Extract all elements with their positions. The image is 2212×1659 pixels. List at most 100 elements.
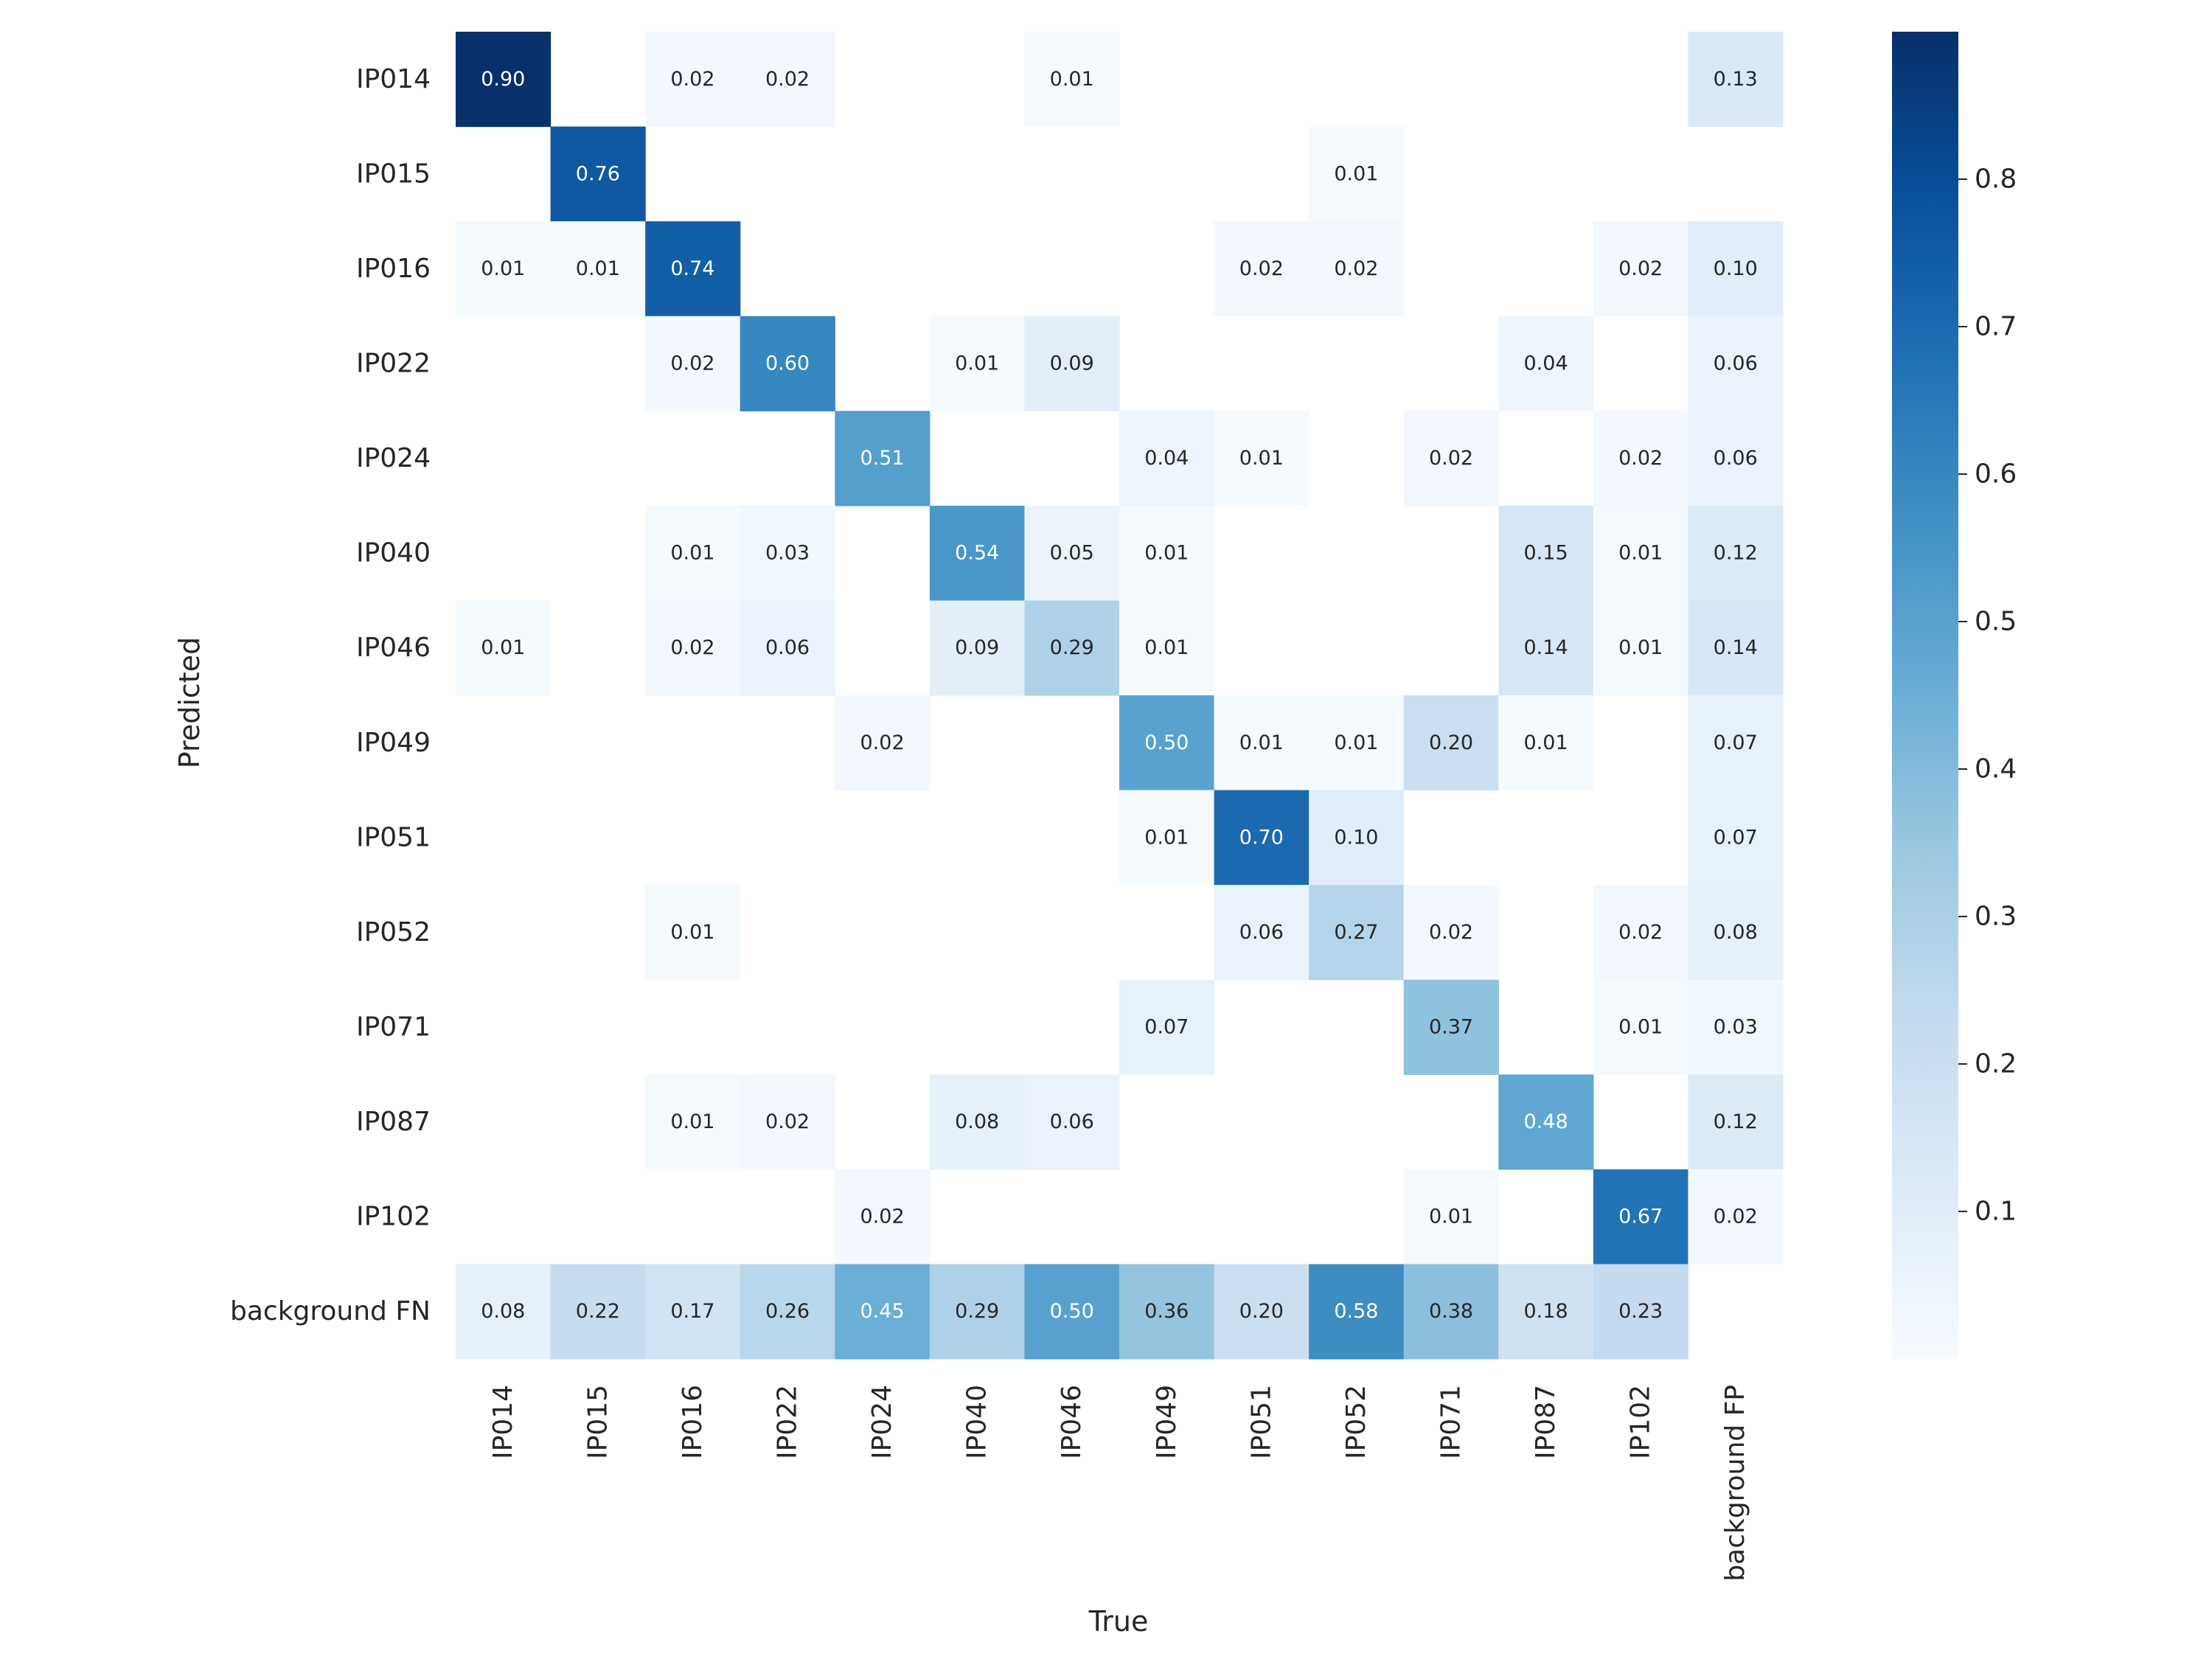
heatmap-cell: [1403, 1264, 1499, 1360]
heatmap-cell-value: 0.01: [1239, 731, 1284, 754]
heatmap-cell-value: 0.26: [765, 1300, 810, 1323]
heatmap-cell: [1119, 505, 1215, 602]
heatmap-cell: [1309, 1264, 1405, 1360]
heatmap-cell-value: 0.01: [1618, 636, 1663, 659]
heatmap-cell: [645, 1264, 741, 1360]
heatmap-cell: [1214, 1264, 1310, 1360]
heatmap-cell: [550, 1264, 646, 1360]
heatmap-cell: [929, 1264, 1026, 1360]
heatmap-cell-value: 0.04: [1524, 352, 1568, 375]
x-tick-label: IP052: [1341, 1385, 1371, 1459]
heatmap-cell: [1593, 1169, 1689, 1265]
heatmap-cell-value: 0.02: [1239, 257, 1284, 280]
heatmap-cell-value: 0.45: [860, 1300, 905, 1323]
heatmap-cell-value: 0.01: [1618, 1016, 1663, 1039]
heatmap-cell-value: 0.18: [1524, 1300, 1568, 1323]
heatmap-cell-value: 0.08: [1714, 921, 1758, 944]
heatmap-cell-value: 0.20: [1239, 1300, 1284, 1323]
x-tick-label: IP071: [1436, 1385, 1467, 1459]
heatmap-cell: [1214, 885, 1310, 981]
heatmap-cell-value: 0.02: [860, 1206, 905, 1228]
heatmap-cell: [740, 600, 835, 696]
y-tick-label: IP022: [356, 349, 431, 379]
heatmap-cell: [929, 316, 1026, 411]
y-tick-label: IP040: [356, 538, 431, 568]
colorbar-tick-label: 0.1: [1975, 1197, 2017, 1227]
heatmap-cell-value: 0.10: [1334, 826, 1378, 849]
heatmap-cell-value: 0.01: [481, 257, 525, 280]
heatmap-cell-value: 0.10: [1714, 257, 1758, 280]
heatmap-cell: [1403, 979, 1499, 1075]
heatmap-cell-value: 0.01: [670, 542, 714, 565]
heatmap-cell-value: 0.01: [576, 257, 620, 280]
heatmap-cell: [1214, 695, 1310, 791]
heatmap-cell: [740, 32, 835, 128]
heatmap-cell: [645, 1074, 741, 1170]
heatmap-cell-value: 0.01: [1429, 1206, 1473, 1228]
heatmap-cell: [1688, 32, 1784, 128]
heatmap-cell-value: 0.29: [955, 1300, 999, 1323]
heatmap-cell: [1309, 885, 1405, 981]
heatmap-cell: [1024, 32, 1120, 128]
heatmap-cell: [1403, 885, 1499, 981]
y-tick-label: IP102: [356, 1202, 431, 1232]
heatmap-cell: [645, 316, 741, 411]
colorbar-tick-label: 0.3: [1975, 902, 2017, 932]
heatmap-cell-value: 0.08: [481, 1300, 525, 1323]
heatmap-cell: [1688, 695, 1784, 791]
heatmap-cell-value: 0.02: [860, 731, 905, 754]
heatmap-cell-value: 0.09: [955, 636, 999, 659]
colorbar-tick-label: 0.2: [1975, 1049, 2017, 1079]
heatmap-cell: [550, 221, 646, 317]
y-axis-tick-labels: IP014 IP015 IP016 IP022 IP024 IP040 IP046 IP049…: [230, 64, 431, 1326]
heatmap-cell: [645, 32, 741, 128]
heatmap-cell-value: 0.01: [1334, 731, 1378, 754]
colorbar-tick-label: 0.6: [1975, 459, 2017, 490]
heatmap-cell: [1593, 979, 1689, 1075]
heatmap-cells: [456, 32, 1784, 1360]
heatmap-cell: [456, 1264, 552, 1360]
y-tick-label: IP014: [356, 64, 431, 94]
colorbar-tick-labels: 0.1 0.2 0.3 0.4 0.5 0.6 0.7 0.8: [1958, 164, 2017, 1227]
heatmap-cell: [456, 600, 552, 696]
heatmap-cell: [1498, 600, 1594, 696]
heatmap-cell-value: 0.01: [1144, 636, 1189, 659]
y-tick-label: IP015: [356, 159, 431, 189]
heatmap-cell: [929, 1074, 1026, 1170]
heatmap-cell-value: 0.36: [1144, 1300, 1189, 1323]
colorbar: [1892, 32, 1958, 1359]
heatmap-cell: [740, 1264, 835, 1360]
heatmap-cell-value: 0.13: [1714, 68, 1758, 91]
colorbar-tick-label: 0.4: [1975, 754, 2017, 785]
heatmap-cell: [1024, 1264, 1120, 1360]
heatmap-cell-value: 0.01: [1050, 68, 1094, 91]
x-tick-label: IP051: [1246, 1385, 1276, 1459]
heatmap-cell-value: 0.22: [576, 1300, 620, 1323]
heatmap-cell: [740, 1074, 835, 1170]
heatmap-cell: [1688, 221, 1784, 317]
heatmap-cell-value: 0.76: [576, 162, 620, 185]
heatmap-cell-value: 0.02: [1334, 257, 1378, 280]
heatmap-cell-value: 0.02: [1618, 257, 1663, 280]
heatmap-cell-value: 0.50: [1144, 731, 1189, 754]
x-tick-label: IP015: [582, 1385, 613, 1459]
heatmap-cell-value: 0.14: [1524, 636, 1568, 659]
heatmap-cell: [1593, 411, 1689, 507]
heatmap-cell-value: 0.54: [955, 542, 999, 565]
heatmap-cell-value: 0.37: [1429, 1016, 1473, 1039]
colorbar-tick-label: 0.8: [1975, 164, 2017, 195]
heatmap-cell-value: 0.01: [1144, 826, 1189, 849]
y-tick-label: IP049: [356, 728, 431, 758]
heatmap-cell: [1688, 411, 1784, 507]
heatmap-cell: [1024, 505, 1120, 602]
x-axis-tick-labels: IP014 IP015 IP016 IP022 IP024 IP040 IP046 IP049…: [488, 1385, 1750, 1582]
heatmap-cell-value: 0.15: [1524, 542, 1568, 565]
heatmap-cell: [1498, 505, 1594, 602]
heatmap-cell: [456, 32, 552, 128]
heatmap-cell-value: 0.01: [481, 636, 525, 659]
y-tick-label: background FN: [230, 1296, 431, 1326]
heatmap-cell: [1119, 979, 1215, 1075]
heatmap-cell: [1309, 790, 1405, 886]
heatmap-cell: [1498, 316, 1594, 411]
